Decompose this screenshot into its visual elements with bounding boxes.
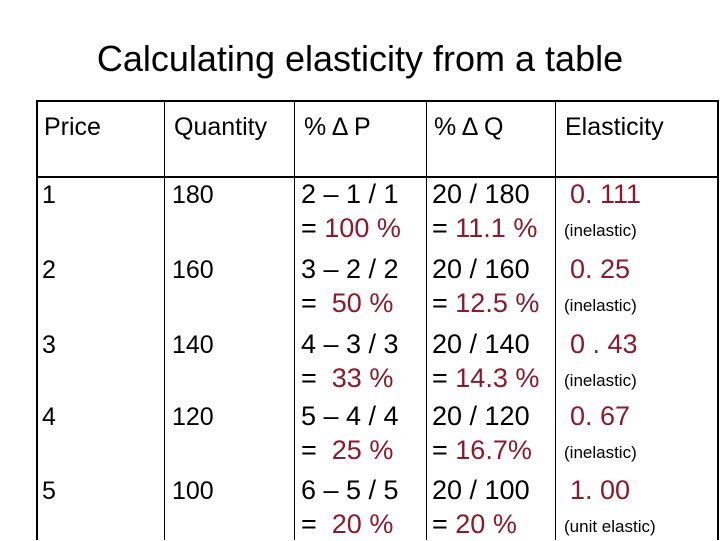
price-change-value: 20 % <box>331 509 394 539</box>
quantity-change-formula: 20 / 120 <box>432 401 530 431</box>
column-divider <box>426 102 427 540</box>
header-quantity: Quantity <box>174 113 268 141</box>
quantity-change-value: 12.5 % <box>455 288 540 318</box>
price-change-formula: 6 – 5 / 5 <box>301 475 399 505</box>
elasticity-table: Price Quantity % Δ P % Δ Q Elasticity <box>36 100 719 540</box>
quantity-change-formula: 20 / 140 <box>432 329 530 359</box>
elasticity-note: (unit elastic) <box>564 517 656 536</box>
price-change-formula: 5 – 4 / 4 <box>301 401 399 431</box>
quantity-change-formula: 20 / 160 <box>432 254 530 284</box>
quantity-change-value: 14.3 % <box>455 363 540 393</box>
price-change-formula: 4 – 3 / 3 <box>301 329 399 359</box>
header-percent-change-price: % Δ P <box>304 113 371 141</box>
header-price: Price <box>44 113 101 141</box>
price-change-value: 100 % <box>324 213 401 243</box>
equals-sign: = <box>301 509 332 539</box>
header-elasticity: Elasticity <box>565 113 664 141</box>
equals-sign: = <box>432 435 456 465</box>
equals-sign: = <box>301 288 332 318</box>
quantity-change-formula: 20 / 100 <box>432 475 530 505</box>
elasticity-value: 1. 00 <box>570 475 631 505</box>
elasticity-value: 0 . 43 <box>570 329 638 359</box>
price-change-result: = 50 % <box>301 287 393 320</box>
price-change-value: 33 % <box>331 363 394 393</box>
quantity-cell: 140 <box>172 331 214 359</box>
quantity-change-value: 20 % <box>455 509 517 539</box>
equals-sign: = <box>301 363 332 393</box>
elasticity-note: (inelastic) <box>564 296 637 315</box>
price-change-result: = 33 % <box>301 362 393 395</box>
header-percent-change-quantity: % Δ Q <box>434 113 504 141</box>
price-change-value: 25 % <box>331 435 394 465</box>
equals-sign: = <box>432 213 456 243</box>
price-change-value: 50 % <box>331 288 394 318</box>
quantity-change-result: = 16.7% <box>432 434 532 467</box>
header-divider <box>38 176 717 178</box>
price-cell: 2 <box>42 256 56 284</box>
price-cell: 4 <box>42 403 56 431</box>
price-change-result: = 20 % <box>301 508 393 541</box>
elasticity-value: 0. 67 <box>570 401 631 431</box>
equals-sign: = <box>432 509 456 539</box>
quantity-change-result: = 11.1 % <box>432 212 537 245</box>
price-change-result: = 100 % <box>301 212 401 245</box>
price-change-formula: 2 – 1 / 1 <box>301 179 399 209</box>
quantity-change-formula: 20 / 180 <box>432 179 530 209</box>
quantity-change-value: 11.1 % <box>455 213 538 243</box>
elasticity-note: (inelastic) <box>564 371 637 390</box>
quantity-change-result: = 12.5 % <box>432 287 539 320</box>
quantity-change-result: = 14.3 % <box>432 362 539 395</box>
quantity-change-result: = 20 % <box>432 508 517 541</box>
price-change-formula: 3 – 2 / 2 <box>301 254 399 284</box>
quantity-cell: 100 <box>172 477 214 505</box>
quantity-cell: 120 <box>172 403 214 431</box>
column-divider <box>555 102 556 540</box>
column-divider <box>294 102 295 540</box>
elasticity-note: (inelastic) <box>564 221 637 240</box>
price-cell: 3 <box>42 331 56 359</box>
equals-sign: = <box>432 363 456 393</box>
equals-sign: = <box>301 213 325 243</box>
equals-sign: = <box>301 435 332 465</box>
elasticity-value: 0. 25 <box>570 254 631 284</box>
price-change-result: = 25 % <box>301 434 393 467</box>
equals-sign: = <box>432 288 456 318</box>
quantity-cell: 180 <box>172 181 214 209</box>
price-cell: 1 <box>42 181 56 209</box>
elasticity-note: (inelastic) <box>564 443 637 462</box>
price-cell: 5 <box>42 477 56 505</box>
slide-title: Calculating elasticity from a table <box>96 38 624 79</box>
column-divider <box>164 102 165 540</box>
elasticity-value: 0. 111 <box>570 179 642 209</box>
quantity-change-value: 16.7% <box>455 435 532 465</box>
quantity-cell: 160 <box>172 256 214 284</box>
